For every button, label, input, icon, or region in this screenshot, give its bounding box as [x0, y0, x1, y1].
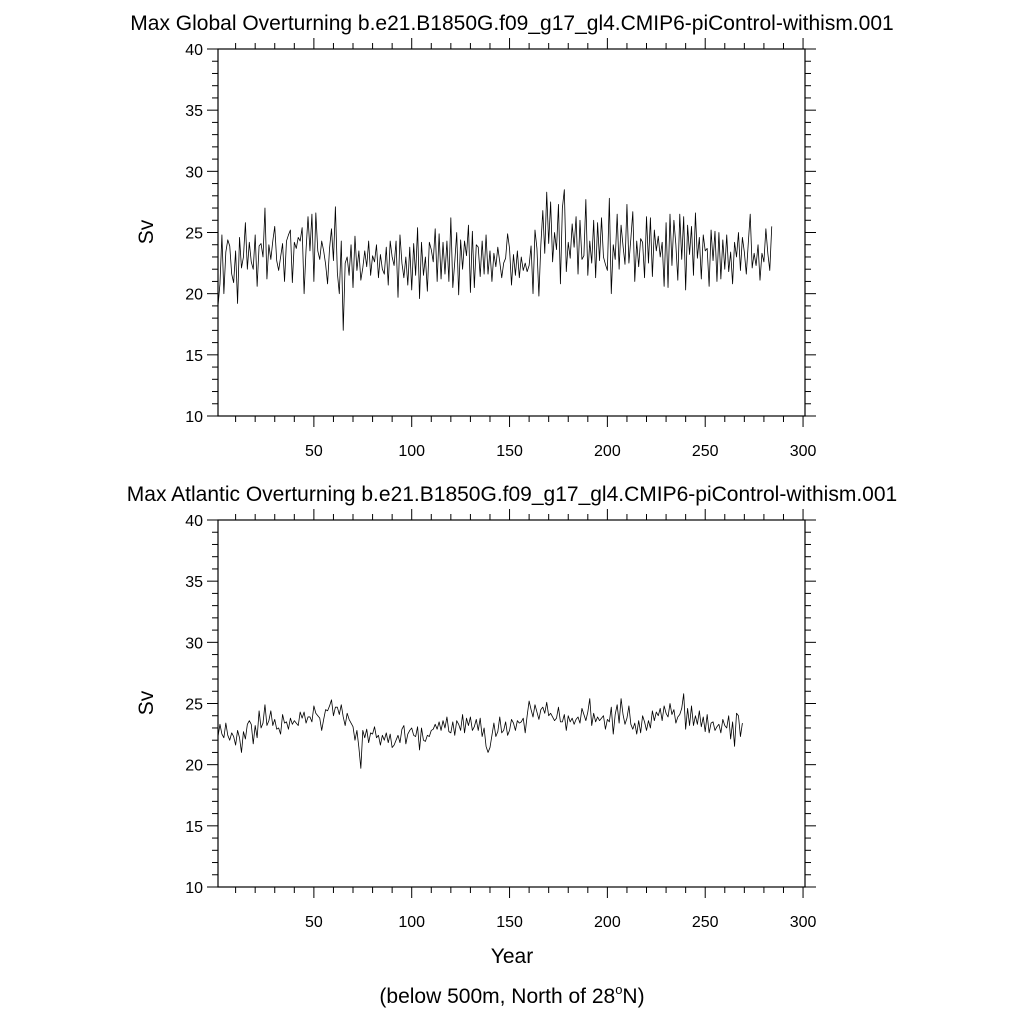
global-y-tick-label: 40	[185, 42, 203, 59]
atlantic-x-tick-label: 250	[692, 914, 719, 931]
global-chart-title: Max Global Overturning b.e21.B1850G.f09_…	[130, 12, 893, 35]
atlantic-y-axis-label: Sv	[135, 690, 158, 715]
atlantic-overturning-series-line	[217, 693, 743, 769]
atlantic-y-tick-label: 25	[185, 697, 203, 714]
footnote-superscript: o	[615, 982, 622, 997]
global-x-tick-label: 50	[305, 443, 323, 460]
atlantic-y-tick-label: 30	[185, 635, 203, 652]
global-x-tick-label: 100	[398, 443, 425, 460]
global-y-tick-label: 35	[185, 103, 203, 120]
global-y-tick-label: 10	[185, 409, 203, 426]
global-axis-ticks	[207, 38, 816, 427]
atlantic-y-tick-label: 40	[185, 513, 203, 530]
atlantic-x-tick-label: 100	[398, 914, 425, 931]
global-x-tick-label: 150	[496, 443, 523, 460]
footnote: (below 500m, North of 28oN)	[379, 982, 644, 1008]
global-y-tick-label: 15	[185, 348, 203, 365]
global-x-tick-label: 250	[692, 443, 719, 460]
global-plot-frame	[217, 48, 806, 417]
atlantic-overturning-panel: Max Atlantic Overturning b.e21.B1850G.f0…	[127, 483, 897, 931]
atlantic-chart-title: Max Atlantic Overturning b.e21.B1850G.f0…	[127, 483, 897, 506]
atlantic-tick-labels: 10 15 20 25 30 35 40 50 100 150 200 250 300	[185, 513, 816, 931]
x-axis-label: Year	[491, 945, 533, 968]
global-y-tick-label: 30	[185, 164, 203, 181]
atlantic-x-tick-label: 50	[305, 914, 323, 931]
atlantic-y-tick-label: 35	[185, 574, 203, 591]
atlantic-x-tick-label: 150	[496, 914, 523, 931]
global-x-tick-label: 200	[594, 443, 621, 460]
atlantic-x-tick-label: 300	[790, 914, 817, 931]
atlantic-y-tick-label: 20	[185, 758, 203, 775]
atlantic-axis-ticks	[207, 509, 816, 898]
atlantic-y-tick-label: 10	[185, 880, 203, 897]
atlantic-y-tick-label: 15	[185, 819, 203, 836]
footnote-suffix: N)	[622, 985, 644, 1008]
global-y-tick-label: 25	[185, 226, 203, 243]
global-overturning-series-line	[217, 189, 773, 331]
global-overturning-panel: Max Global Overturning b.e21.B1850G.f09_…	[130, 12, 893, 460]
footnote-prefix: (below 500m, North of 28	[379, 985, 615, 1008]
global-y-tick-label: 20	[185, 287, 203, 304]
atlantic-plot-frame	[217, 519, 806, 888]
atlantic-x-tick-label: 200	[594, 914, 621, 931]
global-x-tick-label: 300	[790, 443, 817, 460]
global-y-axis-label: Sv	[135, 219, 158, 244]
global-tick-labels: 10 15 20 25 30 35 40 50 100 150 200 250 300	[185, 42, 816, 460]
